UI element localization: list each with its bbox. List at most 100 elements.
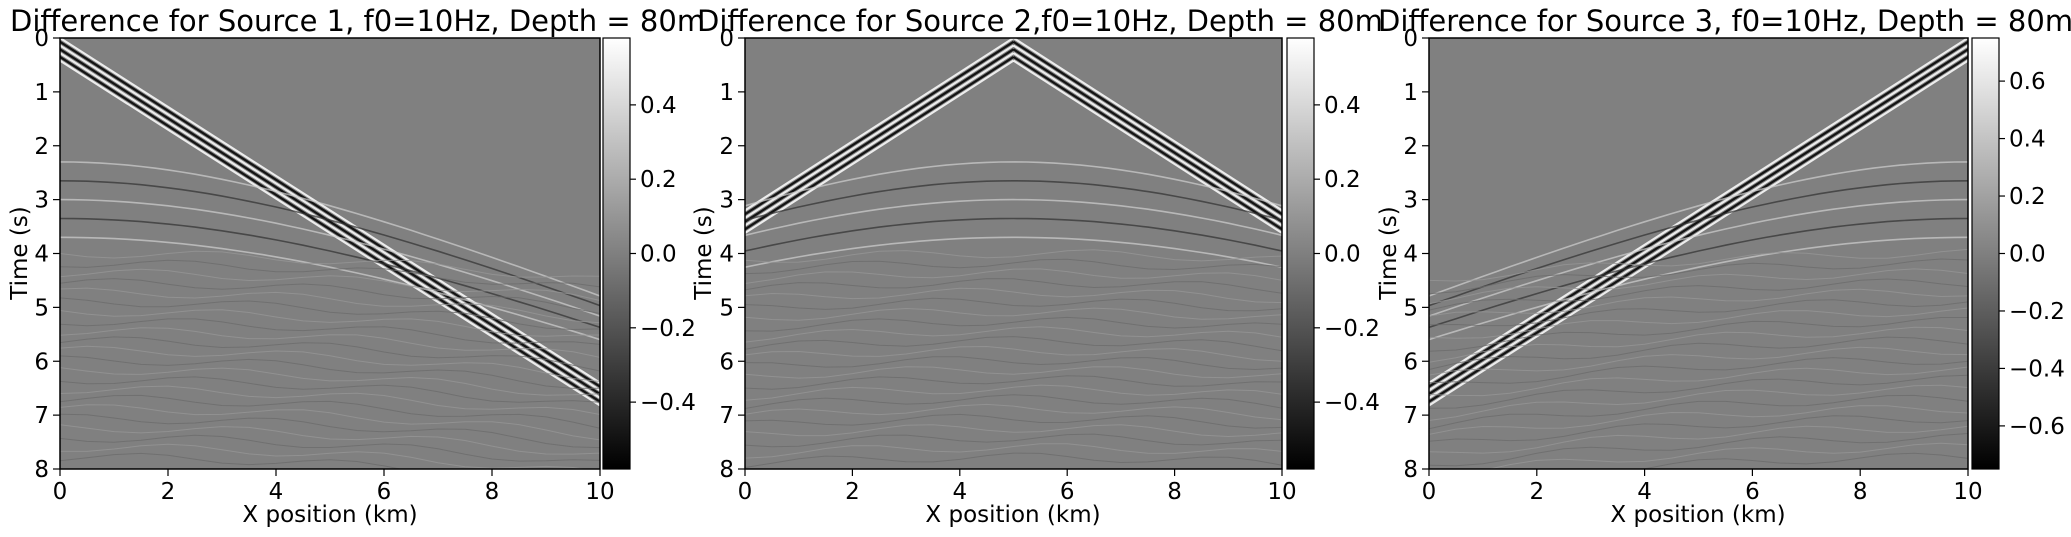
x-tick-label: 4 xyxy=(952,479,967,505)
scatter-wave xyxy=(1429,346,1968,376)
x-tick-label: 4 xyxy=(269,479,284,505)
colorbar-tick-label: 0.4 xyxy=(2009,127,2046,153)
y-tick-label: 2 xyxy=(719,134,734,160)
direct-wave-band xyxy=(1429,55,1968,403)
x-tick-label: 0 xyxy=(1422,479,1437,505)
scatter-wave xyxy=(60,452,403,469)
y-tick-label: 7 xyxy=(34,403,49,429)
y-tick-label: 7 xyxy=(719,403,734,429)
scatter-wave xyxy=(60,318,600,345)
scatter-wave xyxy=(1429,357,1968,384)
direct-wave-band xyxy=(1012,38,1282,212)
y-tick-label: 2 xyxy=(1403,134,1418,160)
reflection-wave xyxy=(745,236,1282,268)
direct-wave-band xyxy=(60,59,600,407)
panel-1: Difference for Source 1, f0=10Hz, Depth … xyxy=(7,4,705,528)
scatter-wave xyxy=(60,309,600,337)
y-tick-label: 3 xyxy=(1403,188,1418,214)
direct-wave-band xyxy=(60,40,600,388)
y-axis-label: Time (s) xyxy=(691,206,717,301)
scatter-wave xyxy=(745,297,1282,312)
direct-wave-band xyxy=(745,40,1015,216)
scatter-wave xyxy=(60,355,600,389)
scatter-wave xyxy=(60,434,600,462)
scatter-wave xyxy=(745,336,1282,352)
y-tick-label: 5 xyxy=(719,295,734,321)
colorbar-tick-label: 0.2 xyxy=(2009,184,2046,210)
scatter-wave xyxy=(745,307,1282,321)
reflection-wave xyxy=(1429,236,1968,341)
y-tick-label: 4 xyxy=(1403,242,1418,268)
scatter-wave xyxy=(745,287,1282,304)
scatter-wave xyxy=(745,403,1282,421)
colorbar-tick-label: 0.0 xyxy=(1324,242,1361,268)
y-tick-label: 0 xyxy=(1403,26,1418,52)
scatter-wave xyxy=(60,404,600,441)
colorbar-tick-label: −0.4 xyxy=(1324,390,1380,416)
y-tick-label: 7 xyxy=(1403,403,1418,429)
scatter-wave xyxy=(60,424,600,455)
scatter-wave xyxy=(1429,433,1968,467)
colorbar-tick-label: −0.6 xyxy=(2009,414,2065,440)
colorbar xyxy=(1286,37,1315,470)
scatter-wave xyxy=(745,424,1282,438)
scatter-wave xyxy=(1429,394,1968,430)
direct-wave-band xyxy=(1012,52,1282,227)
scatter-wave xyxy=(1429,336,1968,370)
direct-wave-band xyxy=(1012,44,1282,219)
reflection-wave xyxy=(60,161,600,297)
scatter-wave xyxy=(60,367,600,396)
direct-wave-band xyxy=(1429,38,1968,384)
colorbar-tick-label: −0.2 xyxy=(640,316,696,342)
colorbar-tick-label: −0.2 xyxy=(2009,299,2065,325)
direct-wave-band xyxy=(60,48,600,396)
scatter-wave xyxy=(1429,425,1968,454)
y-tick-label: 0 xyxy=(719,26,734,52)
y-tick-label: 3 xyxy=(34,188,49,214)
colorbar-tick-label: −0.2 xyxy=(1324,316,1380,342)
scatter-wave xyxy=(1639,452,1968,469)
colorbar-tick-label: 0.2 xyxy=(1324,167,1361,193)
scatter-wave xyxy=(60,287,600,324)
scatter-wave xyxy=(745,326,1282,343)
panel-2: Difference for Source 2,f0=10Hz, Depth =… xyxy=(691,4,1383,528)
scatter-wave xyxy=(1429,405,1968,435)
scatter-wave xyxy=(1429,268,1968,305)
scatter-wave xyxy=(1429,366,1968,397)
scatter-wave xyxy=(745,316,1282,332)
y-tick-label: 6 xyxy=(1403,349,1418,375)
scatter-wave xyxy=(745,278,1282,294)
scatter-wave xyxy=(60,259,600,288)
scatter-wave xyxy=(60,394,600,429)
direct-wave-band xyxy=(1429,52,1968,399)
colorbar-tick-label: −0.4 xyxy=(640,390,696,416)
scatter-wave xyxy=(745,443,1282,459)
direct-wave-band xyxy=(60,55,600,403)
reflection-wave xyxy=(745,161,1282,207)
y-tick-label: 8 xyxy=(34,457,49,483)
scatter-wave xyxy=(60,336,600,372)
scatter-wave xyxy=(60,443,587,469)
direct-wave-band xyxy=(745,38,1015,212)
x-tick-label: 0 xyxy=(738,479,753,505)
seismogram-image xyxy=(1429,38,1968,469)
scatter-wave xyxy=(60,327,600,358)
scatter-wave xyxy=(60,376,600,403)
y-tick-label: 4 xyxy=(719,242,734,268)
reflection-wave xyxy=(60,217,600,329)
y-axis-label: Time (s) xyxy=(7,206,33,301)
direct-wave-band xyxy=(1429,59,1968,407)
scatter-wave xyxy=(745,356,1282,371)
direct-wave-band xyxy=(745,44,1015,219)
colorbar xyxy=(602,37,631,470)
scatter-wave xyxy=(60,385,600,415)
x-tick-label: 6 xyxy=(1060,479,1075,505)
direct-wave-band xyxy=(1012,59,1282,234)
direct-wave-band xyxy=(60,52,600,399)
scatter-wave xyxy=(745,249,1282,263)
reflection-wave xyxy=(1429,161,1968,297)
x-axis-label: X position (km) xyxy=(1610,502,1785,528)
direct-wave-band xyxy=(1429,48,1968,396)
scatter-wave xyxy=(60,268,600,301)
